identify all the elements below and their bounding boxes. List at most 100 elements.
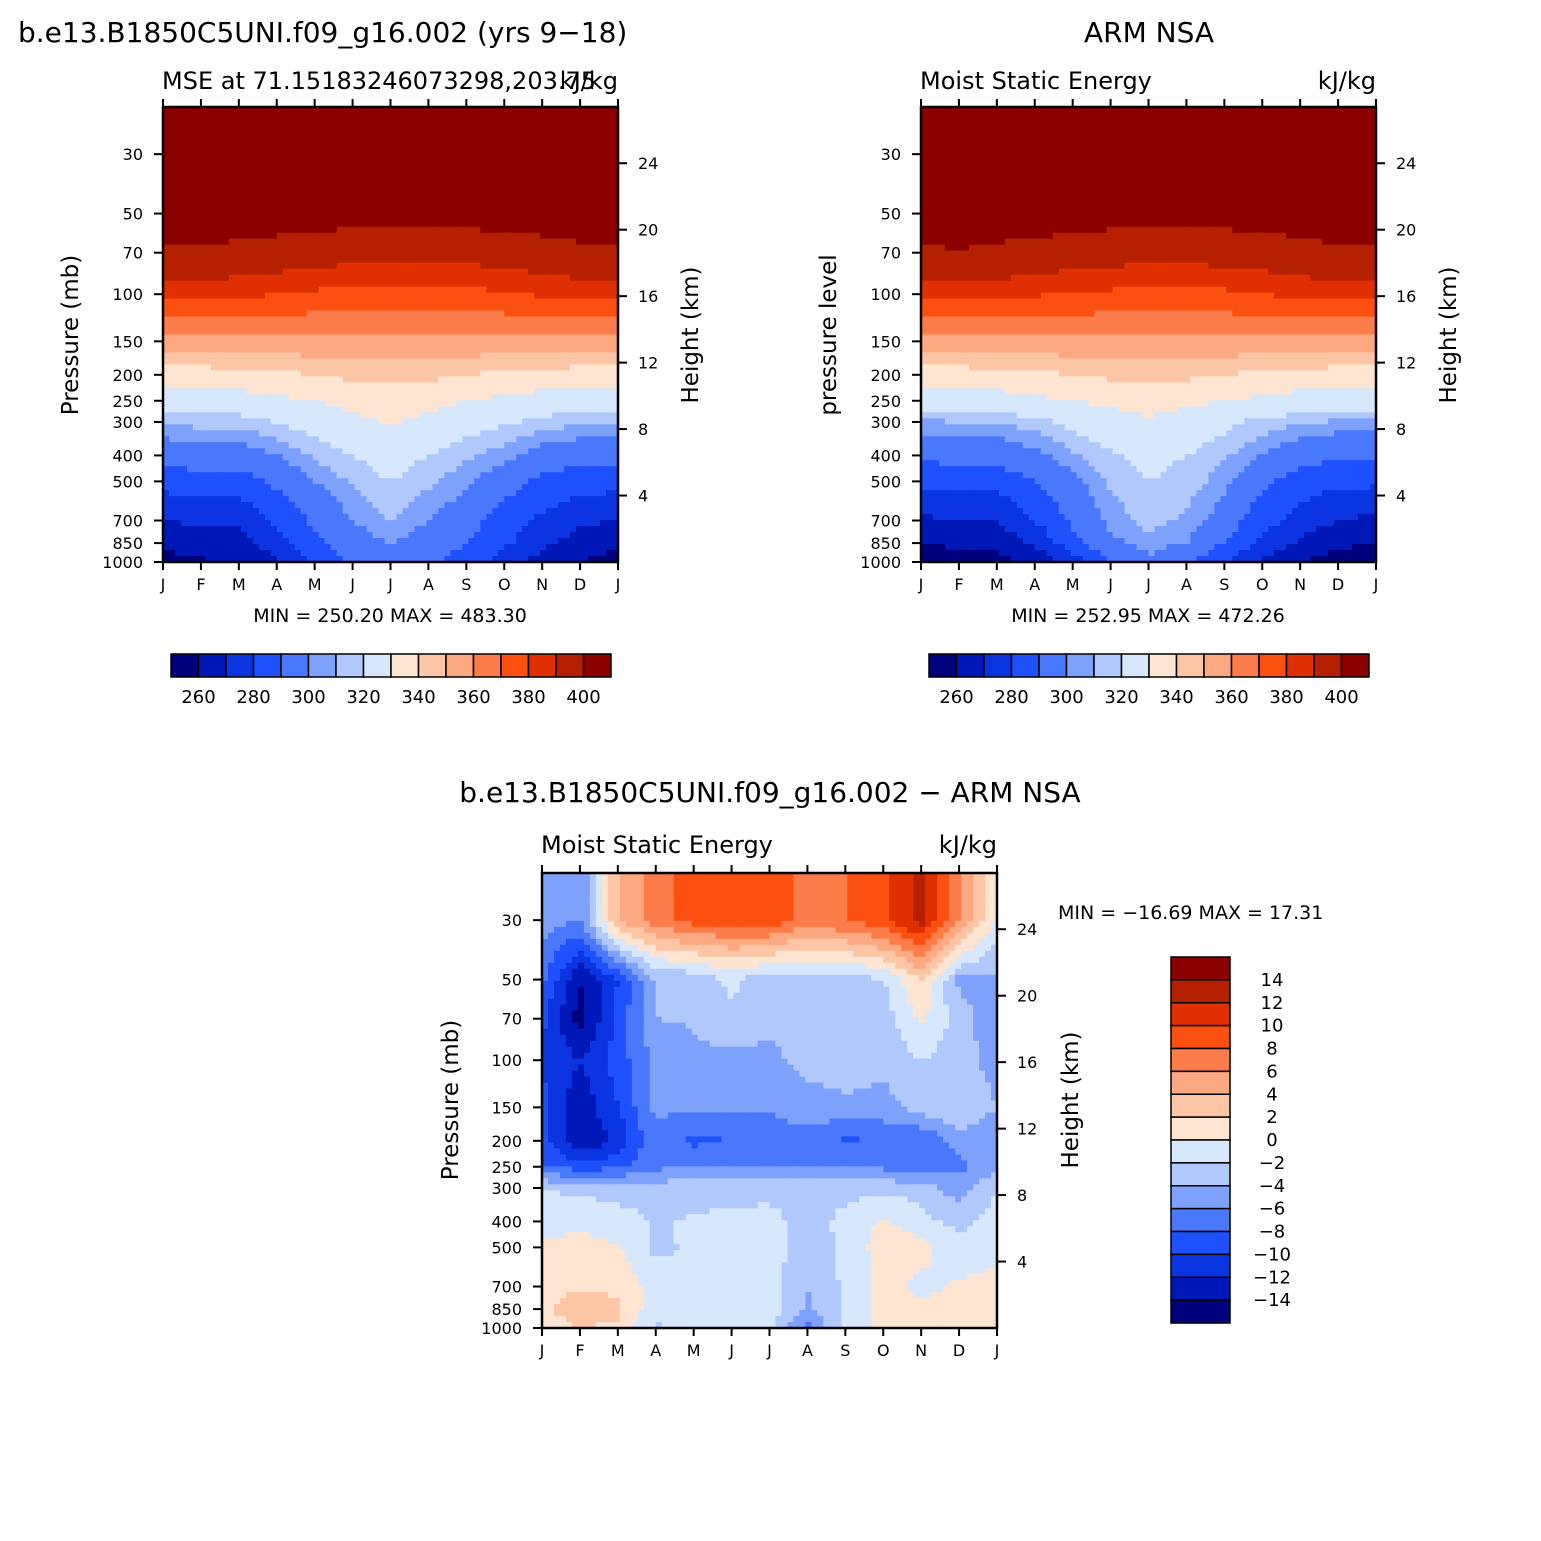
contour-cell	[420, 304, 428, 312]
contour-cell	[324, 322, 332, 330]
contour-cell	[222, 304, 230, 312]
contour-cell	[516, 112, 523, 120]
contour-cell	[606, 280, 613, 288]
contour-cell	[456, 208, 463, 216]
contour-cell	[450, 340, 457, 348]
contour-cell	[180, 310, 188, 318]
contour-cell	[462, 280, 469, 288]
contour-cell	[384, 454, 392, 461]
contour-cell	[186, 232, 194, 240]
contour-cell	[534, 274, 541, 282]
contour-cell	[234, 448, 242, 455]
contour-cell	[570, 262, 577, 270]
contour-cell	[264, 424, 272, 431]
contour-cell	[426, 472, 434, 479]
contour-cell	[450, 208, 457, 216]
contour-cell	[372, 388, 380, 395]
contour-cell	[414, 250, 422, 258]
contour-cell	[372, 298, 380, 306]
contour-cell	[372, 406, 380, 413]
contour-cell	[594, 364, 601, 372]
contour-cell	[534, 220, 541, 228]
contour-cell	[516, 424, 523, 431]
contour-cell	[570, 460, 577, 467]
contour-cell	[456, 190, 463, 198]
contour-cell	[354, 298, 362, 306]
contour-cell	[168, 478, 176, 485]
contour-cell	[528, 460, 535, 467]
contour-cell	[252, 107, 260, 114]
contour-cell	[180, 496, 188, 503]
contour-cell	[270, 346, 278, 354]
contour-cell	[384, 388, 392, 395]
contour-cell	[522, 256, 529, 264]
contour-cell	[240, 196, 248, 204]
contour-cell	[594, 340, 601, 348]
contour-cell	[468, 262, 475, 270]
contour-cell	[258, 424, 266, 431]
contour-cell	[408, 112, 416, 120]
contour-cell	[240, 310, 248, 318]
contour-cell	[324, 412, 332, 419]
contour-cell	[186, 466, 194, 473]
contour-cell	[420, 148, 428, 156]
contour-cell	[174, 478, 182, 485]
contour-cell	[198, 262, 206, 270]
contour-cell	[468, 388, 475, 395]
contour-cell	[492, 322, 499, 330]
contour-cell	[534, 364, 541, 372]
contour-cell	[462, 448, 469, 455]
contour-cell	[384, 136, 392, 144]
contour-cell	[462, 208, 469, 216]
contour-cell	[546, 466, 553, 473]
contour-cell	[420, 226, 428, 234]
contour-cell	[192, 298, 200, 306]
contour-cell	[288, 406, 296, 413]
contour-cell	[294, 244, 302, 252]
contour-cell	[282, 298, 290, 306]
contour-cell	[522, 160, 529, 168]
contour-cell	[420, 322, 428, 330]
contour-cell	[204, 442, 212, 449]
contour-cell	[252, 202, 260, 210]
contour-cell	[366, 496, 374, 503]
contour-cell	[330, 322, 338, 330]
contour-cell	[270, 178, 278, 186]
contour-cell	[318, 280, 326, 288]
contour-cell	[294, 154, 302, 162]
contour-cell	[426, 196, 434, 204]
contour-cell	[414, 484, 422, 491]
contour-cell	[174, 460, 182, 467]
contour-cell	[282, 406, 290, 413]
contour-cell	[330, 316, 338, 324]
contour-cell	[480, 418, 487, 425]
contour-cell	[462, 148, 469, 156]
contour-cell	[163, 328, 170, 336]
contour-cell	[450, 226, 457, 234]
contour-cell	[186, 220, 194, 228]
contour-cell	[312, 142, 320, 150]
contour-cell	[558, 238, 565, 246]
contour-cell	[168, 454, 176, 461]
contour-cell	[552, 148, 559, 156]
contour-cell	[372, 478, 380, 485]
contour-cell	[258, 334, 266, 342]
contour-cell	[240, 286, 248, 294]
contour-cell	[486, 424, 493, 431]
contour-cell	[318, 454, 326, 461]
contour-cell	[438, 172, 445, 180]
contour-cell	[258, 232, 266, 240]
contour-cell	[210, 112, 218, 120]
contour-cell	[270, 214, 278, 222]
contour-cell	[204, 238, 212, 246]
contour-cell	[564, 352, 571, 360]
contour-cell	[504, 376, 511, 383]
contour-cell	[420, 490, 428, 497]
contour-cell	[474, 286, 481, 294]
contour-cell	[414, 256, 422, 264]
contour-cell	[234, 370, 242, 378]
contour-cell	[600, 118, 607, 126]
contour-cell	[450, 442, 457, 449]
contour-cell	[564, 460, 571, 467]
contour-cell	[558, 388, 565, 395]
